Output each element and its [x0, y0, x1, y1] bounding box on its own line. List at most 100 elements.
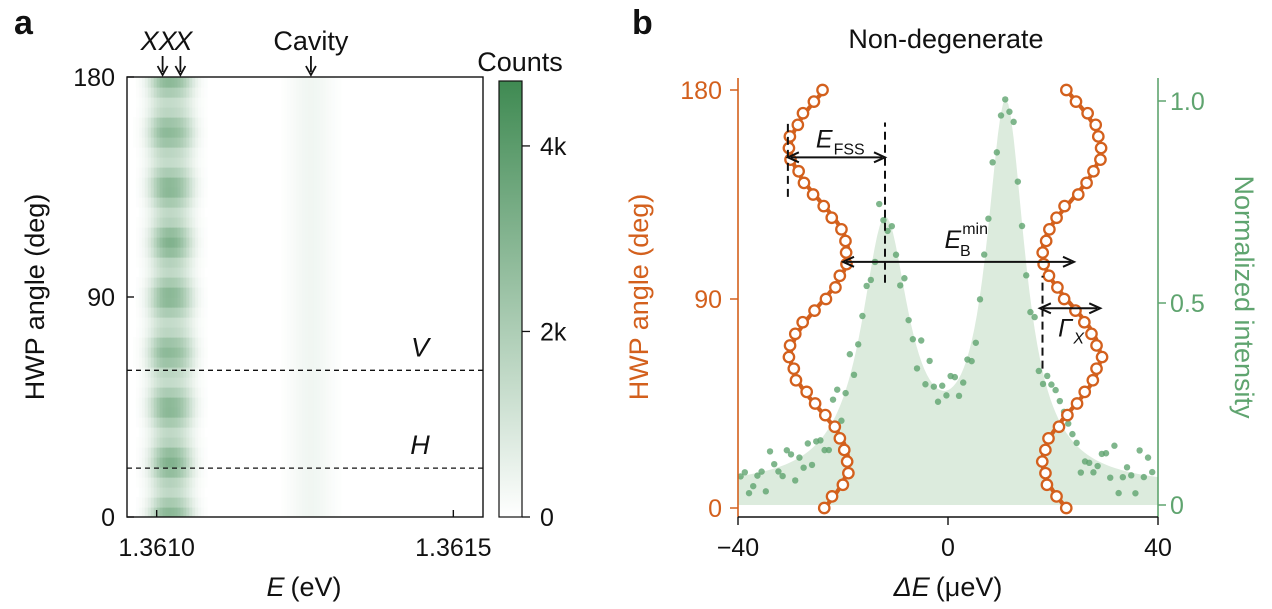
heatmap-cell — [328, 77, 333, 88]
heatmap-cell — [337, 207, 342, 218]
heatmap-cell — [141, 237, 146, 248]
heatmap-cell — [186, 387, 190, 398]
heatmap-cell — [337, 287, 342, 298]
heatmap-cell — [147, 387, 152, 398]
heatmap-cell — [299, 487, 303, 498]
heatmap-cell — [153, 217, 158, 228]
heatmap-cell — [310, 327, 315, 338]
heatmap-cell — [174, 77, 179, 88]
heatmap-cell — [287, 387, 291, 398]
heatmap-cell — [307, 137, 312, 148]
heatmap-cell — [337, 307, 342, 318]
heatmap-cell — [290, 247, 294, 258]
heatmap-cell — [141, 217, 146, 228]
heatmap-cell — [302, 437, 306, 448]
heatmap-cell — [322, 427, 327, 438]
heatmap-cell — [150, 477, 155, 488]
heatmap-cell — [132, 127, 137, 138]
heatmap-cell — [159, 507, 164, 517]
heatmap-cell — [159, 307, 164, 318]
angle-point — [808, 304, 821, 317]
intensity-point — [825, 446, 833, 454]
heatmap-cell — [165, 367, 170, 378]
heatmap-cell — [135, 447, 140, 458]
heatmap-cell — [183, 177, 187, 188]
heatmap-cell — [156, 107, 161, 118]
heatmap-cell — [290, 97, 294, 108]
heatmap-cell — [296, 397, 300, 408]
heatmap-cell — [189, 507, 193, 517]
heatmap-cell — [174, 357, 179, 368]
heatmap-cell — [183, 287, 187, 298]
heatmap-cell — [165, 177, 170, 188]
heatmap-cell — [290, 177, 294, 188]
heatmap-cell — [165, 307, 170, 318]
heatmap-cell — [171, 447, 176, 458]
heatmap-cell — [168, 437, 173, 448]
intensity-point — [1132, 490, 1139, 497]
heatmap-cell — [331, 147, 336, 158]
heatmap-cell — [201, 267, 205, 278]
heatmap-cell — [150, 377, 155, 388]
heatmap-cell — [296, 337, 300, 348]
heatmap-cell — [204, 117, 208, 128]
heatmap-cell — [293, 277, 297, 288]
heatmap-cell — [204, 417, 208, 428]
heatmap-cell — [310, 357, 315, 368]
heatmap-cell — [144, 217, 149, 228]
heatmap-cell — [177, 277, 181, 288]
heatmap-cell — [302, 187, 306, 198]
intensity-point — [1010, 118, 1017, 126]
heatmap-cell — [159, 127, 164, 138]
heatmap-cell — [165, 427, 170, 438]
heatmap-cell — [144, 477, 149, 488]
heatmap-cell — [183, 127, 187, 138]
angle-point — [1094, 141, 1108, 155]
heatmap-cell — [284, 217, 288, 228]
heatmap-cell — [156, 507, 161, 517]
heatmap-cell — [281, 447, 285, 458]
heatmap-cell — [290, 217, 294, 228]
heatmap-cell — [153, 467, 158, 478]
angle-point — [1080, 176, 1093, 190]
heatmap-cell — [313, 347, 318, 358]
heatmap-cell — [328, 207, 333, 218]
heatmap-cell — [195, 337, 199, 348]
heatmap-cell — [290, 297, 294, 308]
heatmap-cell — [325, 227, 330, 238]
heatmap-cell — [141, 307, 146, 318]
heatmap-cell — [310, 317, 315, 328]
heatmap-cell — [287, 457, 291, 468]
heatmap-cell — [162, 257, 167, 268]
heatmap-cell — [337, 107, 342, 118]
heatmap-cell — [204, 397, 208, 408]
heatmap-cell — [337, 417, 342, 428]
heatmap-cell — [159, 147, 164, 158]
heatmap-cell — [201, 337, 205, 348]
heatmap-cell — [201, 347, 205, 358]
heatmap-cell — [290, 167, 294, 178]
heatmap-cell — [183, 437, 187, 448]
heatmap-cell — [325, 87, 330, 98]
heatmap-cell — [150, 147, 155, 158]
heatmap-cell — [310, 137, 315, 148]
intensity-point — [775, 468, 782, 475]
heatmap-cell — [334, 427, 339, 438]
heatmap-cell — [334, 117, 339, 128]
heatmap-cell — [156, 467, 161, 478]
heatmap-cell — [337, 237, 342, 248]
heatmap-cell — [177, 247, 181, 258]
heatmap-cell — [305, 217, 309, 228]
heatmap-cell — [153, 147, 158, 158]
heatmap-cell — [180, 407, 184, 418]
a-x-axis-symbol: E — [266, 572, 285, 602]
heatmap-cell — [189, 257, 193, 268]
heatmap-cell — [281, 207, 285, 218]
heatmap-cell — [331, 277, 336, 288]
heatmap-cell — [180, 287, 184, 298]
heatmap-cell — [296, 477, 300, 488]
heatmap-cell — [287, 177, 291, 188]
heatmap-cell — [171, 397, 176, 408]
heatmap-cell — [307, 277, 312, 288]
heatmap-cell — [319, 327, 324, 338]
